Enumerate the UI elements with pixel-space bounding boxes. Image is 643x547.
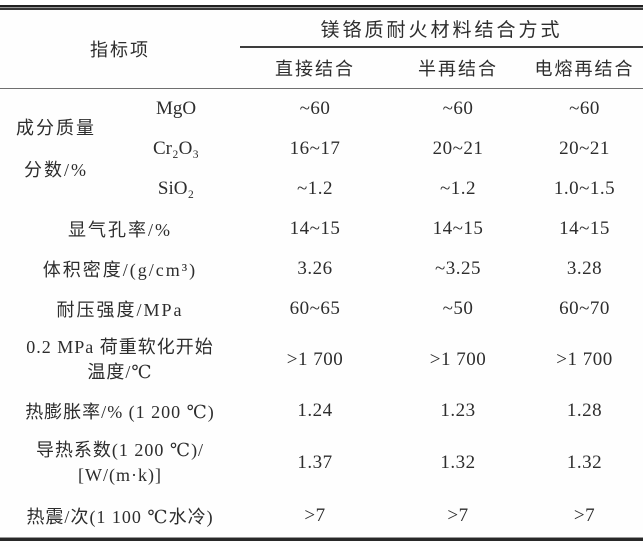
header-row-columns: 直接结合 半再结合 电熔再结合 [0, 47, 643, 89]
cell-value: 3.28 [566, 258, 603, 279]
table-bottom-rule [0, 537, 643, 541]
composition-group-label: 成分质量 分数/% [0, 89, 112, 210]
cell-value: 20~21 [432, 138, 484, 159]
row-label-thermal-conductivity: 导热系数(1 200 ℃)/ [W/(m·k)] [0, 431, 240, 495]
cell-value: 60~70 [559, 298, 610, 319]
cell-value: ~50 [442, 298, 474, 319]
table-row-thermal-expansion: 热膨胀率/% (1 200 ℃) 1.24 1.23 1.28 [0, 391, 643, 431]
cell-value: 16~17 [289, 138, 341, 159]
row-label-mgo: MgO [155, 98, 197, 119]
table-row-thermal-conductivity: 导热系数(1 200 ℃)/ [W/(m·k)] 1.37 1.32 1.32 [0, 431, 643, 495]
composition-label-line1: 成分质量 [16, 118, 96, 138]
cell-value: 1.24 [297, 400, 333, 421]
cell-value: 14~15 [559, 218, 610, 239]
cell-value: 1.23 [440, 400, 476, 421]
row-label-sio2: SiO₂ [157, 178, 195, 199]
table-row-cr2o3: Cr₂O₃ 16~17 20~21 20~21 [0, 129, 643, 169]
cell-value: ~3.25 [434, 258, 482, 279]
cell-value: ~1.2 [439, 178, 477, 199]
cell-value: >7 [573, 505, 596, 526]
cell-value: 14~15 [289, 218, 341, 239]
row-label-thermal-shock: 热震/次(1 100 ℃水冷) [26, 507, 214, 527]
table-row-compressive-strength: 耐压强度/MPa 60~65 ~50 60~70 [0, 289, 643, 329]
table-row-bulk-density: 体积密度/(g/cm³) 3.26 ~3.25 3.28 [0, 249, 643, 289]
refractory-properties-table: 指标项 镁铬质耐火材料结合方式 直接结合 半再结合 电熔再结合 成分质量 分数/… [0, 10, 643, 537]
table-row-sio2: SiO₂ ~1.2 ~1.2 1.0~1.5 [0, 169, 643, 209]
table-row-thermal-shock: 热震/次(1 100 ℃水冷) >7 >7 >7 [0, 495, 643, 537]
bonding-mode-group-header: 镁铬质耐火材料结合方式 [240, 10, 643, 48]
cell-value: ~60 [442, 98, 474, 119]
table-row-apparent-porosity: 显气孔率/% 14~15 14~15 14~15 [0, 209, 643, 249]
cell-value: 1.28 [566, 400, 603, 421]
row-label-apparent-porosity: 显气孔率/% [68, 220, 172, 240]
table-row-mgo: 成分质量 分数/% MgO ~60 ~60 ~60 [0, 89, 643, 180]
cell-value: >1 700 [556, 349, 613, 370]
cell-value: 1.32 [566, 452, 603, 473]
cell-value: 1.0~1.5 [553, 178, 616, 199]
indicator-column-header: 指标项 [0, 10, 240, 89]
col-header-semi-rebonded: 半再结合 [390, 47, 526, 89]
cell-value: >1 700 [286, 349, 344, 370]
cell-value: 1.32 [440, 452, 476, 473]
cell-value: 14~15 [432, 218, 484, 239]
conductivity-label-line2: [W/(m·k)] [78, 465, 162, 485]
row-label-thermal-expansion: 热膨胀率/% (1 200 ℃) [25, 402, 215, 422]
cell-value: >1 700 [429, 349, 487, 370]
cell-value: ~60 [569, 98, 600, 119]
softening-label-line2: 温度/℃ [87, 362, 153, 382]
softening-label-line1: 0.2 MPa 荷重软化开始 [26, 337, 214, 357]
row-label-compressive-strength: 耐压强度/MPa [56, 300, 184, 320]
row-label-load-softening-temperature: 0.2 MPa 荷重软化开始 温度/℃ [0, 329, 240, 391]
cell-value: 20~21 [559, 138, 610, 159]
cell-value: ~60 [299, 98, 331, 119]
cell-value: ~1.2 [296, 178, 334, 199]
cell-value: >7 [447, 505, 469, 526]
table-row-load-softening-temperature: 0.2 MPa 荷重软化开始 温度/℃ >1 700 >1 700 >1 700 [0, 329, 643, 391]
conductivity-label-line1: 导热系数(1 200 ℃)/ [35, 440, 205, 460]
cell-value: 60~65 [289, 298, 341, 319]
col-header-fused-rebonded: 电熔再结合 [526, 47, 643, 89]
cell-value: 3.26 [297, 258, 333, 279]
cell-value: >7 [304, 505, 326, 526]
header-row-group: 指标项 镁铬质耐火材料结合方式 [0, 10, 643, 89]
composition-label-line2: 分数/% [24, 160, 88, 180]
row-label-cr2o3: Cr₂O₃ [153, 138, 199, 159]
cell-value: 1.37 [297, 452, 333, 473]
col-header-direct-bonded: 直接结合 [240, 47, 390, 89]
row-label-bulk-density: 体积密度/(g/cm³) [42, 260, 198, 280]
table-top-rule [0, 5, 643, 10]
